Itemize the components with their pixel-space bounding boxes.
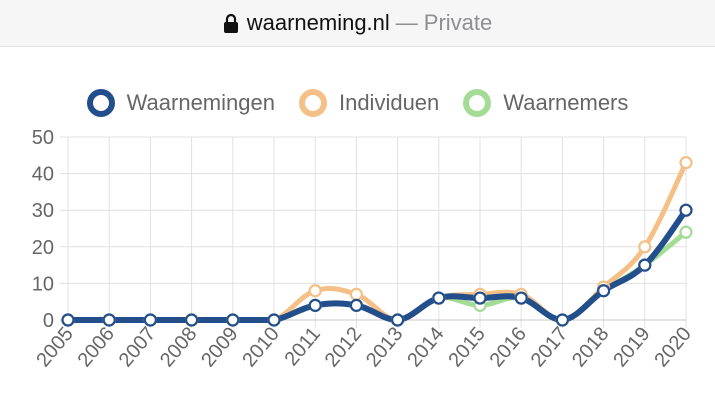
x-tick-label: 2015 — [444, 323, 489, 371]
data-point-waarnemingen — [432, 291, 446, 305]
data-point-individuen — [349, 287, 363, 301]
data-point-waarnemingen — [226, 313, 240, 327]
legend-label-individuen: Individuen — [338, 90, 440, 115]
x-tick-label: 2010 — [238, 323, 283, 371]
x-tick-label: 2012 — [321, 323, 366, 371]
x-tick-label: 2017 — [527, 323, 572, 371]
legend-swatch-individuen — [298, 89, 327, 117]
x-tick-label: 2009 — [197, 323, 242, 371]
y-tick-label: 30 — [32, 200, 54, 222]
data-point-waarnemingen — [473, 291, 487, 305]
data-point-waarnemingen — [267, 313, 281, 327]
data-point-individuen — [308, 284, 322, 298]
data-point-waarnemingen — [514, 291, 528, 305]
url-domain: waarneming.nl — [246, 10, 390, 35]
data-point-waarnemers — [679, 225, 693, 239]
data-point-waarnemingen — [596, 284, 611, 298]
data-point-waarnemingen — [638, 258, 652, 272]
data-point-waarnemingen — [391, 313, 405, 327]
y-tick-label: 20 — [32, 237, 54, 259]
data-point-individuen — [679, 156, 693, 170]
chart-legend: Waarnemingen Individuen Waarnemers — [0, 80, 715, 126]
y-tick-label: 0 — [43, 310, 54, 332]
legend-label-waarnemers: Waarnemers — [503, 90, 629, 115]
x-tick-label: 2014 — [403, 323, 448, 371]
data-point-waarnemingen — [61, 313, 75, 327]
address-bar[interactable]: waarneming.nl — Private — [0, 0, 715, 47]
data-point-waarnemingen — [555, 313, 570, 327]
x-tick-label: 2005 — [32, 323, 77, 371]
data-point-waarnemingen — [349, 298, 363, 312]
x-tick-label: 2016 — [486, 323, 531, 371]
data-point-waarnemingen — [679, 203, 693, 217]
x-tick-label: 2013 — [362, 323, 407, 371]
data-point-waarnemingen — [102, 313, 116, 327]
lock-icon — [223, 13, 238, 33]
series-line-waarnemingen — [65, 207, 689, 323]
y-tick-label: 50 — [32, 127, 54, 149]
private-mode-label: Private — [423, 10, 493, 35]
data-point-waarnemingen — [185, 313, 199, 327]
url-separator: — — [395, 10, 418, 35]
data-point-waarnemingen — [308, 298, 322, 312]
data-point-waarnemingen — [143, 313, 157, 327]
y-tick-label: 10 — [32, 273, 54, 295]
legend-swatch-waarnemers — [463, 89, 492, 117]
legend-item-waarnemingen[interactable]: Waarnemingen — [86, 89, 275, 117]
legend-item-waarnemers[interactable]: Waarnemers — [463, 89, 628, 117]
x-tick-label: 2006 — [74, 323, 119, 371]
legend-swatch-waarnemingen — [86, 89, 115, 117]
y-tick-label: 40 — [32, 164, 54, 186]
x-tick-label: 2011 — [281, 323, 326, 370]
x-tick-label: 2007 — [115, 323, 160, 371]
x-tick-label: 2019 — [609, 323, 654, 371]
legend-item-individuen[interactable]: Individuen — [298, 89, 440, 117]
x-tick-label: 2018 — [568, 323, 613, 371]
data-point-individuen — [638, 240, 652, 254]
x-tick-label: 2020 — [650, 323, 695, 371]
legend-label-waarnemingen: Waarnemingen — [126, 90, 275, 115]
line-chart: 0102030405020052006200720082009201020112… — [32, 127, 696, 371]
x-tick-label: 2008 — [156, 323, 201, 371]
